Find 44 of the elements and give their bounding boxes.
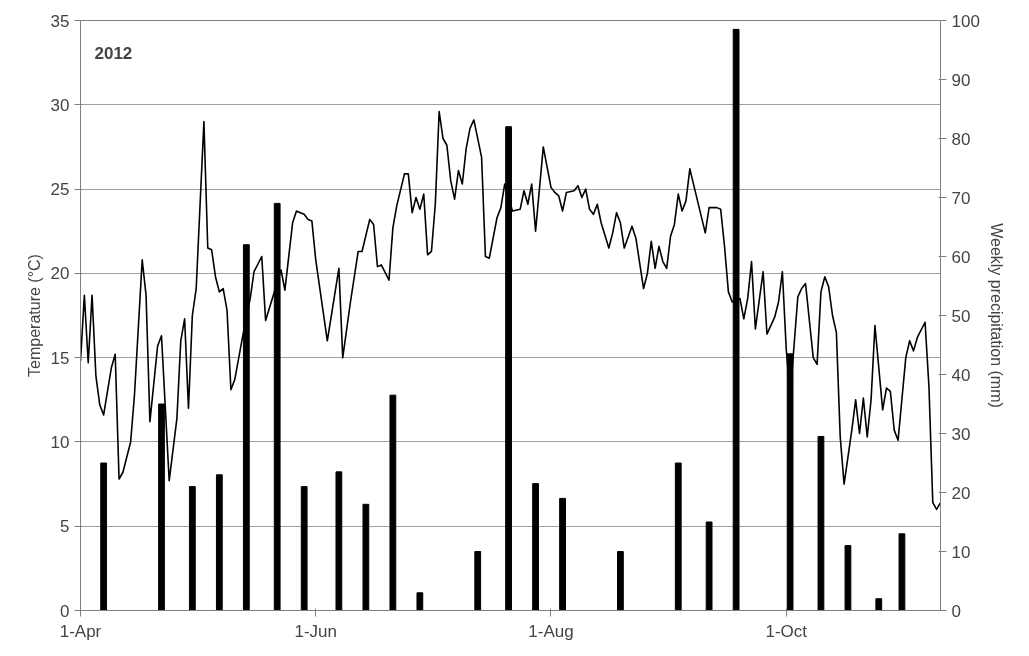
bar: [215, 474, 223, 611]
y2-tick-label: 80: [951, 129, 971, 149]
y2-tick-label: 60: [951, 247, 971, 267]
bar: [389, 394, 397, 611]
bar: [335, 471, 343, 611]
y2-tick-label: 100: [951, 11, 980, 31]
x-tick-label: 1-Apr: [59, 621, 102, 641]
x-tick-label: 1-Jun: [294, 621, 338, 641]
bar: [474, 551, 482, 611]
bar: [617, 551, 624, 611]
y2-tick-label: 20: [951, 483, 971, 503]
bar: [875, 598, 883, 611]
bar: [100, 462, 108, 611]
y-axis-title: Temperature (°C): [25, 254, 43, 377]
y-tick-label: 30: [50, 95, 70, 115]
y2-tick-label: 70: [951, 188, 971, 208]
x-tick-label: 1-Aug: [528, 621, 574, 641]
y2-tick-label: 90: [951, 70, 971, 90]
y2-tick-label: 10: [951, 542, 971, 562]
y-tick-label: 10: [50, 432, 70, 452]
bar: [416, 592, 424, 611]
y2-tick-label: 50: [951, 306, 971, 326]
text: 2012: [94, 43, 133, 63]
bar: [300, 486, 308, 611]
bar: [559, 497, 566, 611]
x-tick-label: 1-Oct: [765, 621, 808, 641]
y2-tick-label: 40: [951, 365, 971, 385]
y-tick-label: 5: [60, 517, 70, 537]
bar: [898, 533, 906, 611]
bar: [362, 503, 370, 611]
y-tick-label: 35: [50, 11, 70, 31]
bar: [705, 521, 713, 611]
y-tick-label: 0: [60, 601, 70, 621]
y-tick-label: 20: [50, 264, 70, 284]
bar: [674, 462, 682, 611]
y2-axis-title: Weekly precipitation (mm): [987, 223, 1005, 408]
y-tick-label: 25: [50, 180, 70, 200]
bar: [844, 545, 852, 611]
y2-tick-label: 30: [951, 424, 971, 444]
bar: [188, 486, 196, 611]
y-tick-label: 15: [50, 348, 70, 368]
y2-tick-label: 0: [951, 601, 961, 621]
bar: [817, 435, 825, 611]
bar: [532, 483, 539, 611]
